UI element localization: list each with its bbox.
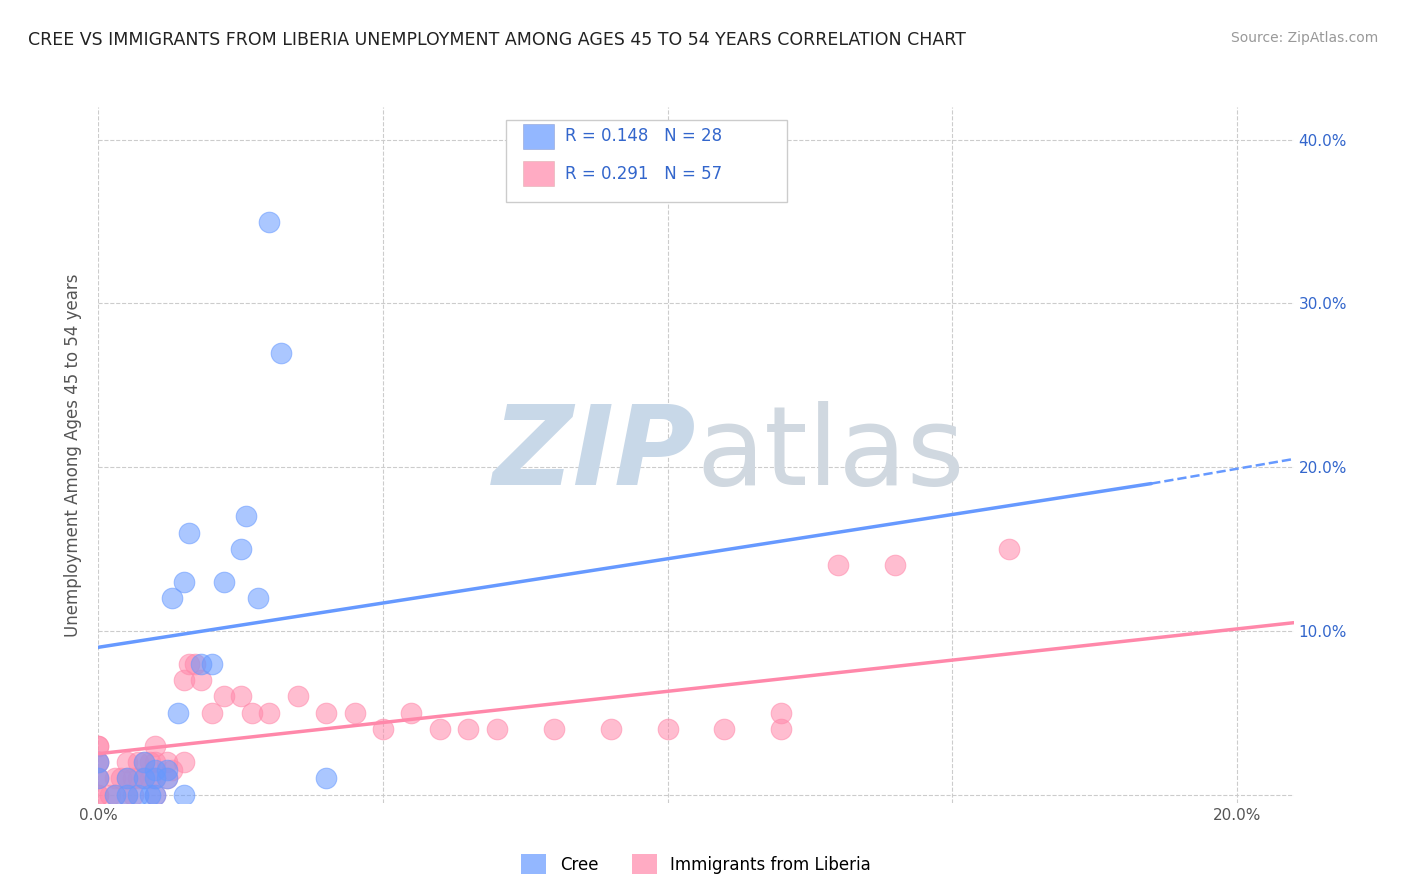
Point bbox=[201, 706, 224, 720]
Point bbox=[173, 755, 195, 769]
Point bbox=[156, 755, 179, 769]
Text: ZIP: ZIP bbox=[492, 401, 696, 508]
Point bbox=[156, 771, 179, 785]
Point bbox=[599, 722, 621, 736]
Point bbox=[173, 574, 195, 589]
Point bbox=[104, 788, 127, 802]
Point bbox=[235, 509, 257, 524]
Point bbox=[257, 214, 280, 228]
Point bbox=[127, 771, 149, 785]
Point bbox=[713, 722, 735, 736]
Point bbox=[190, 657, 212, 671]
Point bbox=[162, 763, 184, 777]
Point bbox=[343, 706, 366, 720]
Point bbox=[371, 722, 394, 736]
Point bbox=[143, 771, 166, 785]
Point bbox=[143, 771, 166, 785]
Point bbox=[179, 525, 201, 540]
Point bbox=[87, 739, 110, 753]
Point bbox=[143, 788, 166, 802]
Text: CREE VS IMMIGRANTS FROM LIBERIA UNEMPLOYMENT AMONG AGES 45 TO 54 YEARS CORRELATI: CREE VS IMMIGRANTS FROM LIBERIA UNEMPLOY… bbox=[28, 31, 966, 49]
Point bbox=[257, 706, 280, 720]
Point bbox=[143, 739, 166, 753]
Point bbox=[115, 788, 138, 802]
Point bbox=[87, 755, 110, 769]
Point bbox=[167, 706, 190, 720]
Point bbox=[87, 755, 110, 769]
Point bbox=[162, 591, 184, 606]
Point bbox=[115, 771, 138, 785]
Point bbox=[998, 542, 1021, 557]
Point bbox=[246, 591, 269, 606]
Point bbox=[138, 788, 160, 802]
Point bbox=[127, 755, 149, 769]
Point bbox=[770, 722, 793, 736]
Point bbox=[87, 739, 110, 753]
Point bbox=[827, 558, 849, 573]
Point bbox=[287, 690, 309, 704]
Point bbox=[104, 771, 127, 785]
Point bbox=[87, 771, 110, 785]
Point bbox=[657, 722, 679, 736]
Point bbox=[179, 657, 201, 671]
Point bbox=[143, 763, 166, 777]
Point bbox=[132, 771, 155, 785]
Point bbox=[143, 755, 166, 769]
Point bbox=[132, 755, 155, 769]
Point bbox=[770, 706, 793, 720]
Point bbox=[401, 706, 423, 720]
Point bbox=[429, 722, 451, 736]
Point bbox=[98, 788, 121, 802]
Point bbox=[229, 542, 252, 557]
Point bbox=[156, 763, 179, 777]
Point bbox=[132, 771, 155, 785]
Point bbox=[87, 788, 110, 802]
Point bbox=[485, 722, 508, 736]
Point bbox=[143, 788, 166, 802]
Point bbox=[184, 657, 207, 671]
Point bbox=[173, 673, 195, 687]
Point bbox=[156, 771, 179, 785]
Point bbox=[121, 771, 143, 785]
Point bbox=[87, 771, 110, 785]
Point bbox=[115, 755, 138, 769]
Point bbox=[115, 788, 138, 802]
Point bbox=[87, 771, 110, 785]
Point bbox=[115, 771, 138, 785]
Point bbox=[543, 722, 565, 736]
Text: atlas: atlas bbox=[696, 401, 965, 508]
Point bbox=[270, 345, 292, 359]
Point bbox=[229, 690, 252, 704]
Text: R = 0.148   N = 28: R = 0.148 N = 28 bbox=[565, 128, 723, 145]
Point bbox=[212, 574, 235, 589]
Point bbox=[87, 755, 110, 769]
Point bbox=[315, 771, 337, 785]
Point bbox=[138, 771, 160, 785]
Point bbox=[315, 706, 337, 720]
Point bbox=[127, 788, 149, 802]
Point bbox=[201, 657, 224, 671]
Point bbox=[240, 706, 263, 720]
Y-axis label: Unemployment Among Ages 45 to 54 years: Unemployment Among Ages 45 to 54 years bbox=[65, 273, 83, 637]
Point bbox=[87, 788, 110, 802]
Point bbox=[132, 755, 155, 769]
Point bbox=[212, 690, 235, 704]
Point bbox=[104, 788, 127, 802]
Point bbox=[173, 788, 195, 802]
Point bbox=[457, 722, 479, 736]
Text: Source: ZipAtlas.com: Source: ZipAtlas.com bbox=[1230, 31, 1378, 45]
Point bbox=[138, 755, 160, 769]
Text: R = 0.291   N = 57: R = 0.291 N = 57 bbox=[565, 165, 723, 183]
Point bbox=[121, 788, 143, 802]
Point bbox=[110, 771, 132, 785]
Point bbox=[884, 558, 907, 573]
Point bbox=[190, 673, 212, 687]
Legend: Cree, Immigrants from Liberia: Cree, Immigrants from Liberia bbox=[522, 855, 870, 874]
